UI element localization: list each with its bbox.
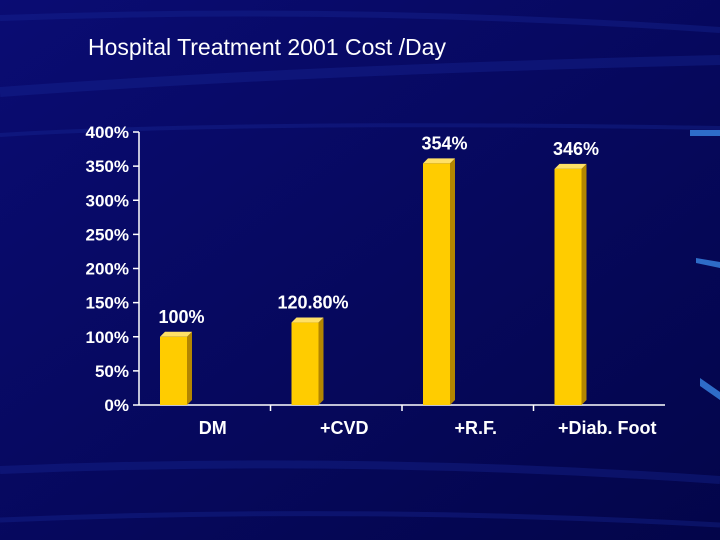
bar [554,163,587,405]
chart-title: Hospital Treatment 2001 Cost /Day [88,34,446,60]
y-tick-label: 250% [86,225,129,244]
bar-top [423,158,455,164]
category-label: DM [199,418,227,438]
x-ticks [269,405,535,411]
category-label: +R.F. [454,418,497,438]
category-labels: DM +CVD +R.F. +Diab. Foot [199,418,657,438]
right-edge-accents [690,130,720,400]
y-tick-label: 300% [86,191,129,210]
bar-side [318,317,324,405]
y-tick-label: 400% [86,123,129,142]
bar-value-label: 346% [553,139,599,159]
bar-front [160,336,187,405]
bar [160,331,192,405]
y-tick-label: 0% [104,396,129,415]
bar [423,158,455,405]
bar-front [291,322,319,405]
data-labels: 100% 120.80% 354% 346% [158,133,599,326]
bar [291,317,324,405]
bar-side [450,158,455,405]
y-tick-label: 150% [86,294,129,313]
bar-top [554,163,587,169]
category-label: +CVD [320,418,369,438]
bar-top [160,331,192,337]
bar-side [187,331,192,405]
y-tick-label: 200% [86,260,129,279]
bar-front [554,168,582,405]
bars [160,158,587,405]
bar-value-label: 120.80% [277,293,348,313]
y-ticks: 0% 50% 100% 150% 200% 250% 300% 350% 400% [86,123,139,415]
bar-top [291,317,324,323]
background-swoosh-lines [0,10,720,528]
bar-front [423,163,450,405]
bar-side [581,163,587,405]
category-label: +Diab. Foot [558,418,657,438]
bar-value-label: 354% [421,133,467,153]
y-tick-label: 50% [95,362,129,381]
y-tick-label: 100% [86,328,129,347]
y-tick-label: 350% [86,157,129,176]
bar-value-label: 100% [158,307,204,327]
